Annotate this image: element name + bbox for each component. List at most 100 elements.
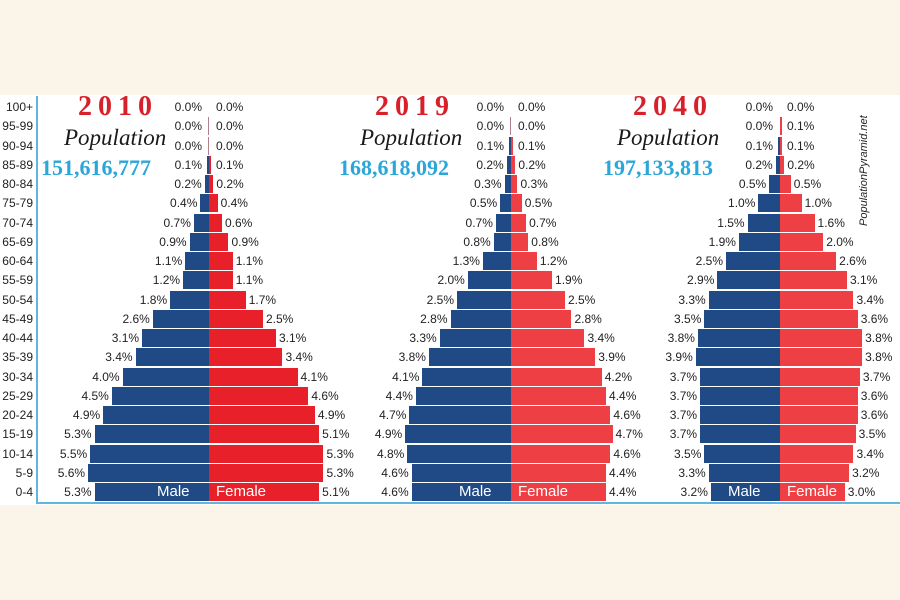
female-value-2019-80-84: 0.3% (520, 177, 548, 191)
female-bar-2019-0-4 (511, 483, 607, 501)
male-value-2040-15-19: 3.7% (669, 427, 698, 442)
female-bar-2010-85-89 (209, 155, 212, 174)
source-credit: PopulationPyramid.net (858, 115, 870, 226)
female-value-2040-30-34: 3.7% (862, 369, 891, 384)
male-bar-2040-80-84 (769, 175, 780, 193)
male-bar-2019-40-44 (439, 329, 511, 347)
male-value-2019-20-24: 4.7% (379, 408, 407, 422)
male-value-2040-40-44: 3.8% (667, 331, 695, 345)
female-value-2040-80-84: 0.5% (793, 177, 822, 191)
male-value-2019-100+: 0.0% (476, 100, 504, 114)
population-2040: 197,133,813 (603, 155, 713, 180)
male-bar-2010-65-69 (189, 232, 209, 251)
female-value-2010-5-9: 5.3% (326, 465, 354, 480)
female-value-2019-15-19: 4.7% (615, 427, 643, 442)
female-value-2019-0-4: 4.4% (609, 485, 637, 499)
male-value-2010-60-64: 1.1% (154, 254, 183, 268)
male-bar-2010-5-9 (88, 463, 209, 482)
age-label-90-94: 90-94 (2, 138, 33, 153)
male-value-2010-10-14: 5.5% (59, 446, 88, 461)
female-bar-2019-25-29 (511, 386, 607, 405)
female-value-2010-0-4: 5.1% (322, 485, 350, 499)
male-bar-2040-5-9 (708, 463, 780, 482)
male-bar-2040-90-94 (777, 136, 780, 155)
year-2010-title: 2010 (78, 91, 158, 122)
male-bar-2019-65-69 (493, 232, 511, 251)
female-bar-2019-45-49 (511, 309, 572, 328)
male-value-2019-0-4: 4.6% (381, 485, 409, 499)
female-value-2019-50-54: 2.5% (568, 292, 596, 307)
male-bar-2040-85-89 (775, 155, 780, 174)
female-bar-2040-30-34 (780, 367, 860, 386)
population-2019: 168,618,092 (339, 155, 449, 180)
center-line-2019-95-99 (510, 117, 511, 136)
female-bar-2040-80-84 (780, 175, 791, 193)
female-value-2040-45-49: 3.6% (860, 311, 889, 326)
male-bar-2040-75-79 (758, 194, 780, 213)
female-bar-2019-70-74 (511, 213, 527, 232)
female-value-2040-55-59: 3.1% (849, 273, 878, 288)
female-bar-2040-75-79 (780, 194, 802, 213)
male-bar-2010-35-39 (135, 348, 209, 367)
male-bar-2040-55-59 (717, 271, 780, 290)
female-value-2019-25-29: 4.4% (609, 388, 637, 403)
male-value-2019-25-29: 4.4% (385, 388, 413, 403)
female-value-2019-5-9: 4.4% (609, 465, 637, 480)
female-value-2040-75-79: 1.0% (804, 196, 832, 211)
female-value-2019-75-79: 0.5% (524, 196, 553, 211)
male-value-2040-0-4: 3.2% (680, 485, 708, 499)
female-value-2010-15-19: 5.1% (322, 427, 350, 442)
female-value-2010-45-49: 2.5% (266, 311, 294, 326)
y-axis-line (36, 96, 38, 504)
female-value-2040-20-24: 3.6% (860, 408, 889, 422)
male-value-2040-85-89: 0.2% (745, 157, 773, 172)
male-value-2010-80-84: 0.2% (174, 177, 202, 191)
female-value-2040-0-4: 3.0% (847, 485, 876, 499)
female-bar-2010-45-49 (209, 309, 263, 328)
female-value-2010-40-44: 3.1% (278, 331, 307, 345)
male-bar-2019-15-19 (405, 425, 511, 444)
male-bar-2010-30-34 (122, 367, 209, 386)
female-bar-2019-55-59 (511, 271, 553, 290)
female-value-2019-20-24: 4.6% (613, 408, 641, 422)
male-value-2040-45-49: 3.5% (674, 311, 702, 326)
female-value-2040-15-19: 3.5% (858, 427, 886, 442)
year-2040-title: 2040 (633, 91, 713, 122)
female-bar-2010-60-64 (209, 252, 233, 270)
female-bar-2010-40-44 (209, 329, 276, 347)
male-value-2040-80-84: 0.5% (738, 177, 767, 191)
male-value-2019-40-44: 3.3% (409, 331, 437, 345)
male-value-2040-65-69: 1.9% (708, 234, 736, 249)
age-label-0-4: 0-4 (15, 485, 33, 499)
female-value-2019-10-14: 4.6% (613, 446, 641, 461)
female-bar-2010-15-19 (209, 425, 320, 444)
female-value-2010-80-84: 0.2% (216, 177, 244, 191)
male-bar-2019-10-14 (407, 444, 511, 463)
female-value-2019-70-74: 0.7% (529, 215, 557, 230)
age-label-60-64: 60-64 (2, 254, 33, 268)
x-axis-line (36, 502, 900, 504)
male-value-2010-20-24: 4.9% (72, 408, 101, 422)
age-label-5-9: 5-9 (15, 465, 33, 480)
male-value-2040-95-99: 0.0% (745, 119, 773, 134)
male-bar-2040-50-54 (708, 290, 780, 309)
female-value-2040-5-9: 3.2% (852, 465, 880, 480)
female-bar-2019-65-69 (511, 232, 529, 251)
age-label-50-54: 50-54 (2, 292, 33, 307)
male-value-2019-30-34: 4.1% (392, 369, 420, 384)
male-bar-2010-55-59 (183, 271, 209, 290)
age-label-40-44: 40-44 (2, 331, 33, 345)
male-value-2040-50-54: 3.3% (678, 292, 706, 307)
female-bar-2019-80-84 (511, 175, 518, 193)
female-bar-2040-35-39 (780, 348, 863, 367)
female-value-2040-50-54: 3.4% (856, 292, 884, 307)
male-legend-2019: Male (459, 483, 492, 500)
male-value-2019-10-14: 4.8% (376, 446, 405, 461)
year-2019-title: 2019 (375, 91, 455, 122)
male-legend-2010: Male (157, 483, 190, 500)
female-bar-2040-50-54 (780, 290, 854, 309)
female-bar-2010-10-14 (209, 444, 324, 463)
female-value-2010-75-79: 0.4% (220, 196, 248, 211)
female-bar-2010-55-59 (209, 271, 233, 290)
male-value-2010-45-49: 2.6% (122, 311, 150, 326)
